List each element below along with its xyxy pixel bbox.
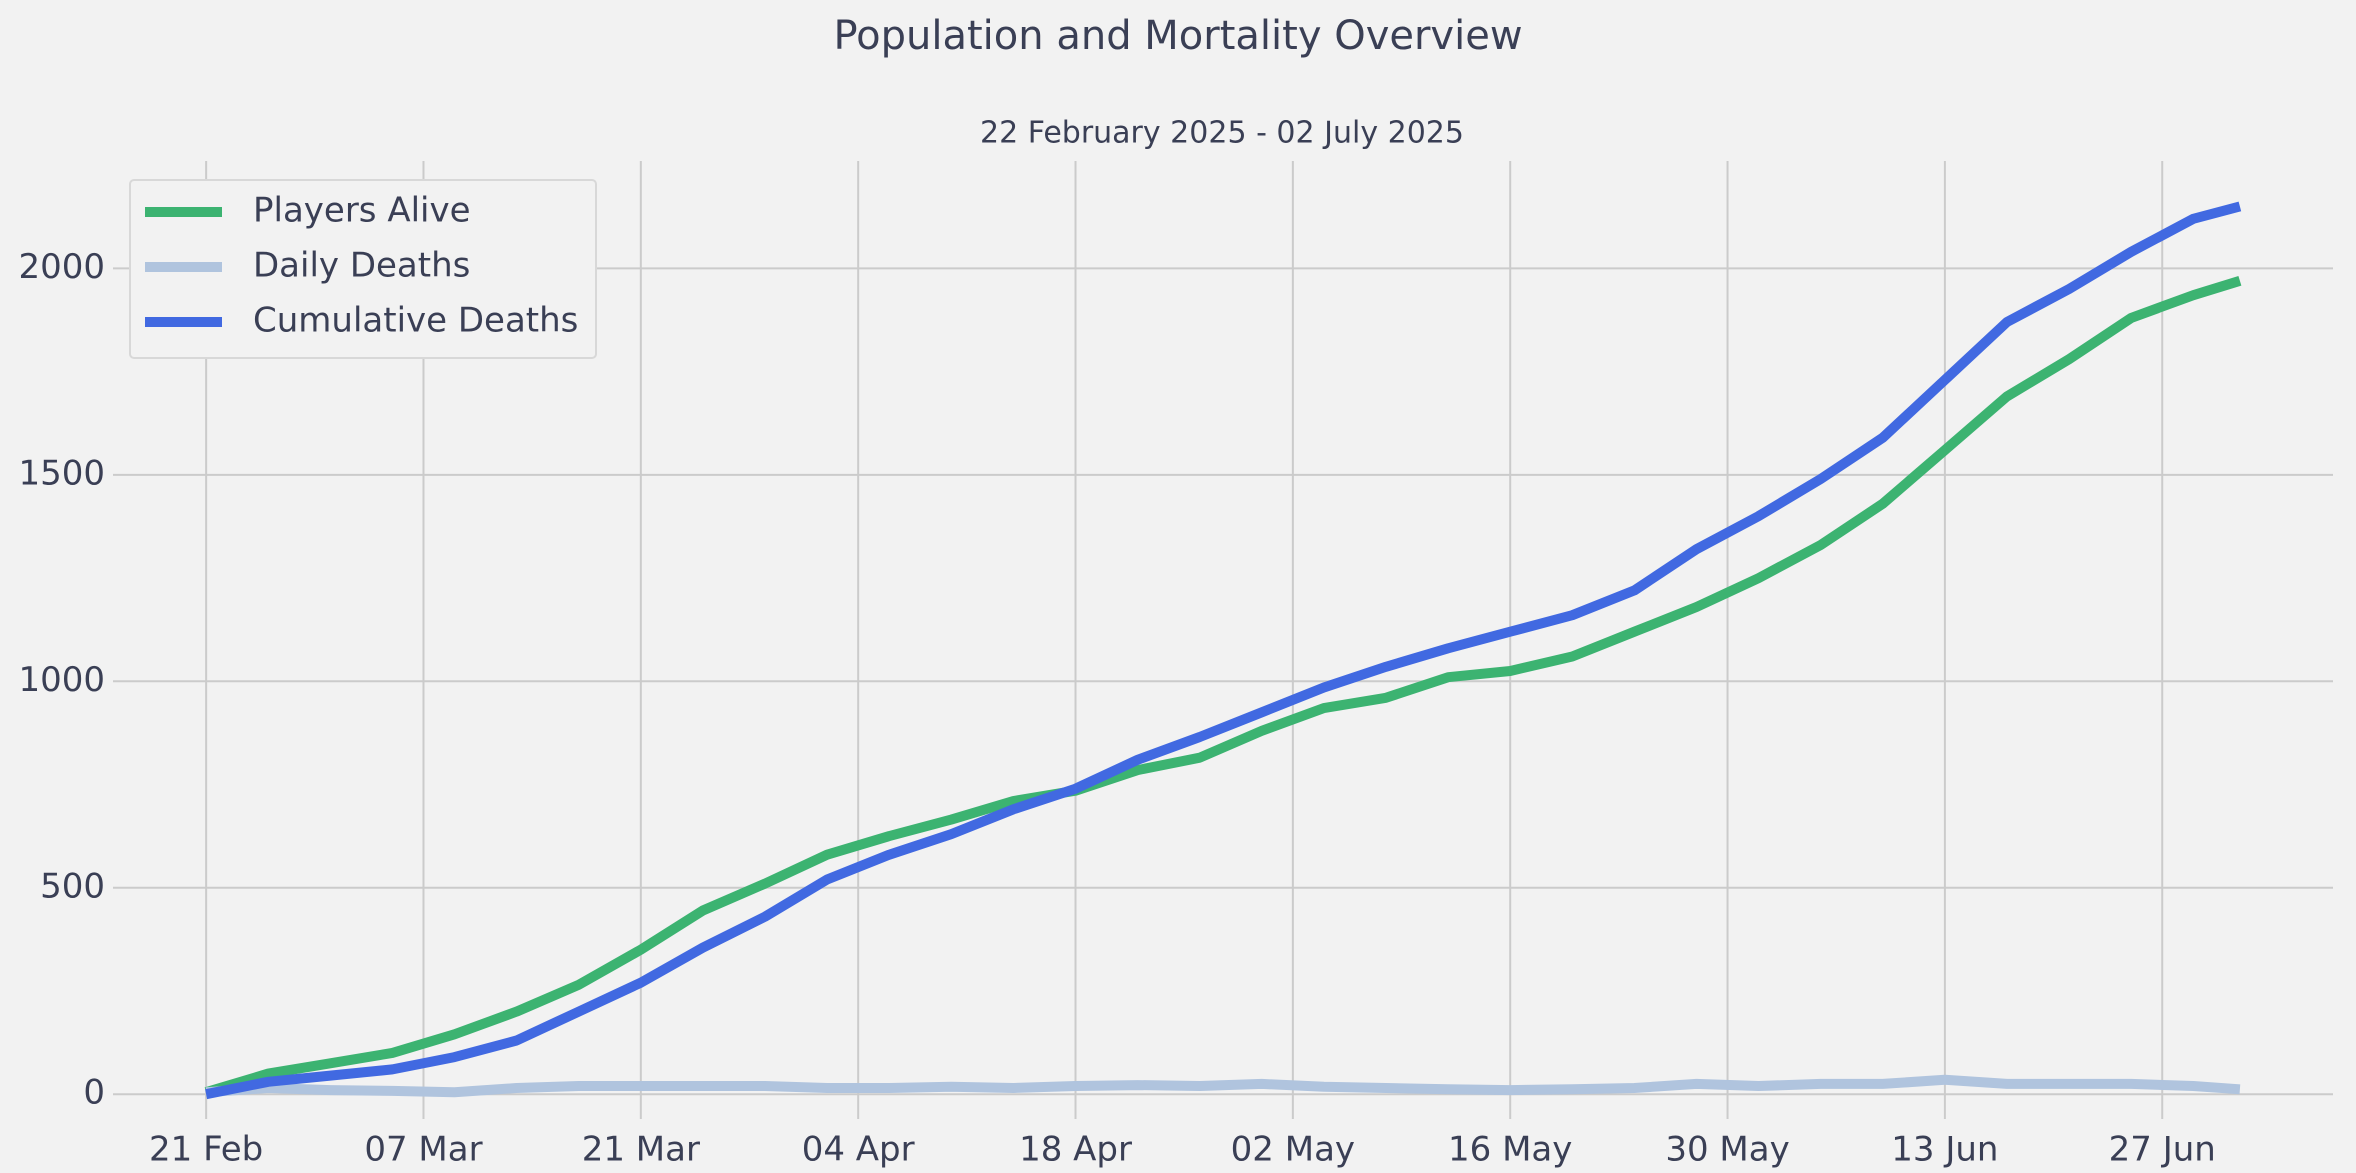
x-tick-label: 18 Apr	[1019, 1130, 1132, 1170]
x-tick-label: 07 Mar	[364, 1130, 482, 1170]
x-tick-label: 02 May	[1231, 1130, 1355, 1170]
x-tick-label: 21 Mar	[582, 1130, 700, 1170]
x-tick-label: 21 Feb	[149, 1130, 263, 1170]
y-tick-label: 1500	[18, 453, 105, 493]
legend: Players Alive Daily Deaths Cumulative Deat…	[129, 179, 597, 359]
series-line	[205, 201, 2242, 1100]
legend-box	[129, 179, 597, 359]
x-tick-label: 16 May	[1448, 1130, 1572, 1170]
chart-subtitle: 22 February 2025 - 02 July 2025	[980, 116, 1464, 151]
x-tick-label: 13 Jun	[1891, 1130, 1998, 1170]
y-tick-label: 2000	[18, 247, 105, 287]
series-line	[205, 1074, 2241, 1098]
series-line	[204, 276, 2242, 1097]
y-tick-label: 1000	[18, 660, 105, 700]
legend-label: Daily Deaths	[253, 246, 470, 286]
x-tick-label: 30 May	[1665, 1130, 1789, 1170]
y-tick-label: 500	[40, 866, 105, 906]
x-tick-label: 27 Jun	[2109, 1130, 2216, 1170]
legend-label: Players Alive	[253, 191, 471, 231]
chart-title: Population and Mortality Overview	[833, 13, 1522, 59]
y-tick-label: 0	[83, 1073, 105, 1113]
x-tick-label: 04 Apr	[802, 1130, 915, 1170]
legend-label: Cumulative Deaths	[253, 301, 578, 341]
